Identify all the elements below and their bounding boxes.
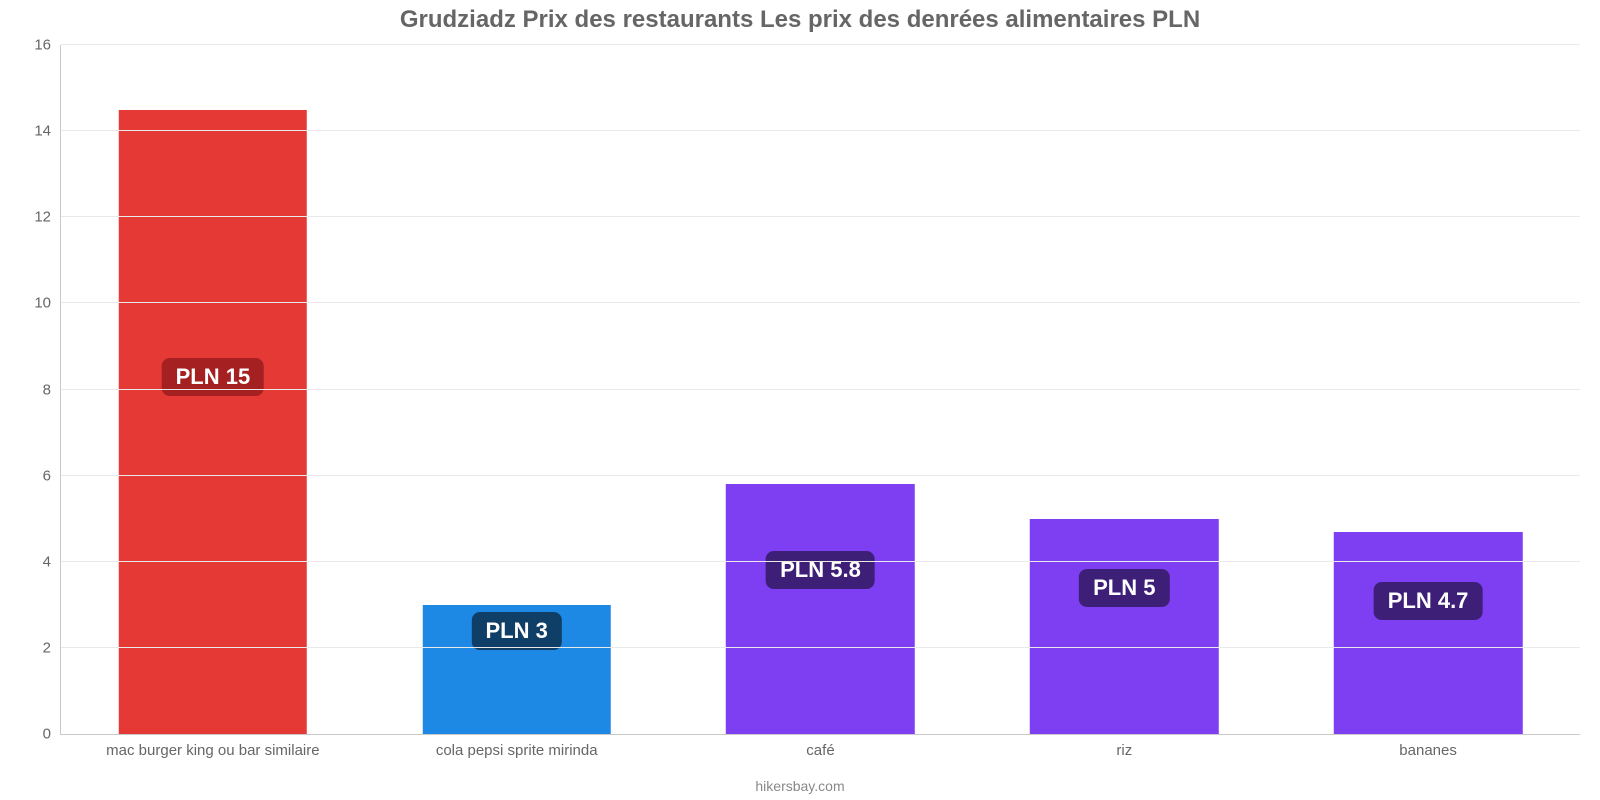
gridline <box>61 44 1580 45</box>
bar-group: PLN 15mac burger king ou bar similairePL… <box>61 45 1580 734</box>
x-axis-label: cola pepsi sprite mirinda <box>436 734 598 759</box>
bar-slot: PLN 4.7bananes <box>1276 45 1580 734</box>
x-axis-label: mac burger king ou bar similaire <box>106 734 319 759</box>
y-tick-label: 0 <box>43 726 61 743</box>
bar <box>726 484 914 734</box>
value-badge: PLN 4.7 <box>1374 582 1483 620</box>
value-badge: PLN 5.8 <box>766 551 875 589</box>
value-badge: PLN 3 <box>472 612 562 650</box>
value-badge: PLN 5 <box>1079 569 1169 607</box>
plot-area: PLN 15mac burger king ou bar similairePL… <box>60 45 1580 735</box>
y-tick-label: 14 <box>34 123 61 140</box>
x-axis-label: café <box>806 734 834 759</box>
y-tick-label: 8 <box>43 381 61 398</box>
gridline <box>61 130 1580 131</box>
bar <box>119 110 307 734</box>
value-badge: PLN 15 <box>162 358 265 396</box>
gridline <box>61 216 1580 217</box>
bar <box>1334 532 1522 734</box>
bar-slot: PLN 5riz <box>972 45 1276 734</box>
price-bar-chart: Grudziadz Prix des restaurants Les prix … <box>0 0 1600 800</box>
x-axis-label: bananes <box>1399 734 1457 759</box>
y-tick-label: 6 <box>43 467 61 484</box>
bar-slot: PLN 3cola pepsi sprite mirinda <box>365 45 669 734</box>
bar <box>1030 519 1218 734</box>
gridline <box>61 389 1580 390</box>
bar-slot: PLN 15mac burger king ou bar similaire <box>61 45 365 734</box>
gridline <box>61 561 1580 562</box>
y-tick-label: 16 <box>34 37 61 54</box>
x-axis-label: riz <box>1116 734 1132 759</box>
y-tick-label: 12 <box>34 209 61 226</box>
gridline <box>61 475 1580 476</box>
bar-slot: PLN 5.8café <box>669 45 973 734</box>
chart-title: Grudziadz Prix des restaurants Les prix … <box>0 6 1600 34</box>
y-tick-label: 10 <box>34 295 61 312</box>
y-tick-label: 2 <box>43 639 61 656</box>
gridline <box>61 647 1580 648</box>
y-tick-label: 4 <box>43 553 61 570</box>
gridline <box>61 302 1580 303</box>
attribution-text: hikersbay.com <box>0 778 1600 794</box>
